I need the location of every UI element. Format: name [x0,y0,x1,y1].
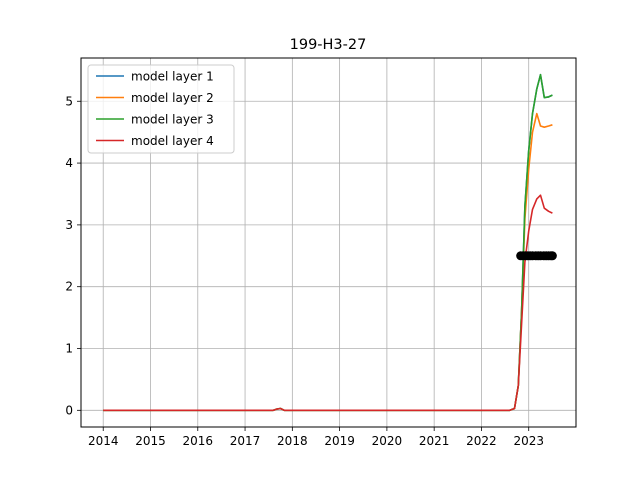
x-tick-label: 2014 [88,434,119,448]
chart-title: 199-H3-27 [290,37,367,53]
y-tick-label: 4 [65,156,73,170]
y-axis: 0 1 2 3 4 5 [65,94,81,417]
x-tick-label: 2017 [230,434,261,448]
x-tick-label: 2019 [324,434,355,448]
observation-point [547,251,557,261]
series-lines [103,73,553,412]
legend-label-3: model layer 3 [131,113,214,127]
legend-box [87,64,235,154]
x-tick-label: 2021 [419,434,450,448]
y-tick-label: 0 [65,403,73,417]
x-axis: 2014 2015 2016 2017 2018 2019 2020 2021 2022 2023 [88,427,544,448]
y-tick-label: 5 [65,94,73,108]
legend-label-4: model layer 4 [131,134,214,148]
x-tick-label: 2020 [372,434,403,448]
series-line-4 [103,194,553,412]
legend-label-2: model layer 2 [131,91,214,105]
legend: model layer 1 model layer 2 model layer 3 m… [87,64,235,154]
y-tick-label: 2 [65,280,73,294]
legend-label-1: model layer 1 [131,70,214,84]
x-tick-label: 2023 [513,434,544,448]
x-tick-label: 2022 [466,434,497,448]
x-tick-label: 2018 [277,434,308,448]
y-tick-label: 3 [65,218,73,232]
y-tick-label: 1 [65,342,73,356]
x-tick-label: 2015 [135,434,166,448]
plot-frame [80,57,577,428]
x-tick-label: 2016 [183,434,214,448]
observation-markers [516,251,557,261]
